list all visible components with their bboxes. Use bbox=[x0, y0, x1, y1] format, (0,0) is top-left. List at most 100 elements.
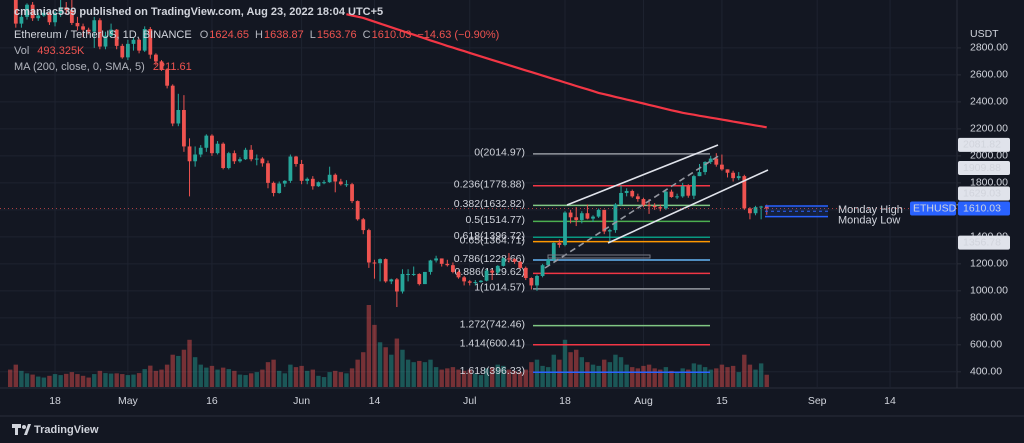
candle-body bbox=[759, 206, 764, 208]
legend-item: 1563.76 bbox=[317, 29, 357, 41]
volume-bar bbox=[148, 365, 153, 387]
candle-body bbox=[137, 39, 141, 51]
candle-body bbox=[428, 260, 433, 272]
candle-body bbox=[507, 258, 511, 260]
volume-bar bbox=[607, 362, 613, 387]
candle-body bbox=[596, 209, 601, 217]
price-tag: 2081.82 bbox=[963, 139, 1001, 151]
volume-bar bbox=[361, 352, 366, 387]
volume-bar bbox=[131, 374, 136, 387]
volume-bar bbox=[366, 305, 372, 387]
box bbox=[547, 254, 651, 259]
volume-bar bbox=[181, 349, 187, 387]
volume-bar bbox=[674, 372, 680, 387]
volume-bar bbox=[590, 364, 596, 387]
candle-body bbox=[232, 153, 237, 162]
candle-body bbox=[557, 242, 562, 245]
candle-body bbox=[484, 270, 489, 281]
candle-body bbox=[125, 43, 130, 58]
candle-body bbox=[563, 212, 567, 245]
candle-body bbox=[226, 153, 231, 169]
candle-body bbox=[81, 26, 85, 30]
fib-label: 1.414(600.41) bbox=[460, 338, 525, 350]
candle-body bbox=[585, 213, 590, 219]
x-tick-label: 14 bbox=[884, 395, 896, 407]
candle-body bbox=[86, 29, 91, 32]
volume-bar bbox=[30, 374, 35, 387]
x-tick-label: 18 bbox=[559, 395, 571, 407]
volume-bar bbox=[265, 362, 271, 387]
candle-body bbox=[411, 273, 416, 275]
legend-item: 2211.61 bbox=[153, 61, 192, 73]
candle-body bbox=[366, 230, 371, 263]
candle-body bbox=[742, 176, 747, 209]
x-tick-label: Jul bbox=[463, 395, 476, 407]
volume-bar bbox=[276, 370, 282, 387]
candle-body bbox=[338, 181, 343, 185]
y-tick-label: 2200.00 bbox=[970, 123, 1008, 135]
volume-bar bbox=[80, 375, 86, 387]
fib-label: 1.618(396.33) bbox=[460, 365, 525, 377]
candle-body bbox=[277, 183, 282, 193]
candle-body bbox=[305, 178, 310, 181]
volume-bar bbox=[568, 352, 573, 387]
candle-body bbox=[355, 201, 360, 220]
candle-body bbox=[663, 191, 668, 209]
price-tag-bg bbox=[958, 137, 1010, 152]
volume-bar bbox=[495, 364, 500, 387]
candle-body bbox=[389, 279, 394, 282]
volume-bar bbox=[405, 359, 411, 387]
legend-item: −14.63 (−0.90%) bbox=[417, 29, 499, 41]
volume-bar bbox=[153, 370, 159, 387]
candle-body bbox=[490, 270, 495, 273]
candle-body bbox=[417, 273, 422, 285]
candle-body bbox=[714, 158, 719, 165]
x-tick-label: 15 bbox=[716, 395, 728, 407]
volume-bar bbox=[596, 365, 601, 387]
candle-body bbox=[456, 271, 461, 278]
candle-body bbox=[36, 15, 41, 19]
candle-body bbox=[736, 176, 741, 179]
drawings bbox=[544, 144, 769, 269]
volume-bar bbox=[411, 362, 416, 387]
volume-bar bbox=[69, 372, 75, 387]
volume-bar bbox=[506, 369, 512, 387]
volume-bar bbox=[75, 374, 80, 387]
volume-bar bbox=[198, 364, 203, 387]
x-tick-label: Sep bbox=[808, 395, 827, 407]
legend-item: C bbox=[363, 29, 371, 41]
candle-body bbox=[288, 156, 293, 181]
volume-bar bbox=[736, 372, 741, 387]
candle-body bbox=[462, 277, 467, 282]
fib-label: 0.382(1632.82) bbox=[454, 198, 525, 210]
volume-bar bbox=[467, 369, 472, 387]
volume-bar bbox=[764, 374, 769, 387]
last-price-tag-bg bbox=[958, 201, 1010, 216]
volume-bar bbox=[176, 355, 181, 387]
volume-bar bbox=[428, 359, 433, 387]
volume-bar bbox=[58, 375, 63, 387]
volume-bar bbox=[204, 367, 209, 387]
volume-bar bbox=[226, 369, 231, 387]
volume-bar bbox=[52, 374, 58, 387]
candle-body bbox=[479, 280, 483, 283]
candle-body bbox=[669, 191, 674, 198]
volume-bar bbox=[92, 374, 97, 387]
volume-bar bbox=[663, 367, 669, 387]
volume-bar bbox=[613, 354, 618, 387]
volume-bar bbox=[439, 369, 444, 387]
volume-bar bbox=[753, 369, 758, 387]
candle-body bbox=[591, 216, 595, 219]
volume-bar bbox=[271, 359, 276, 387]
volume-bar bbox=[321, 377, 327, 387]
volume-bar bbox=[534, 359, 540, 387]
candle-body bbox=[703, 161, 707, 173]
price-tag-bg bbox=[958, 161, 1010, 176]
legend-line: MA (200, close, 0, SMA, 5) 2211.61 bbox=[14, 61, 192, 73]
volume-bar bbox=[697, 364, 702, 387]
volume-bar bbox=[574, 349, 579, 387]
candles bbox=[13, 0, 769, 308]
candle-body bbox=[613, 204, 618, 231]
volume-bar bbox=[41, 377, 47, 387]
candle-body bbox=[254, 158, 259, 160]
